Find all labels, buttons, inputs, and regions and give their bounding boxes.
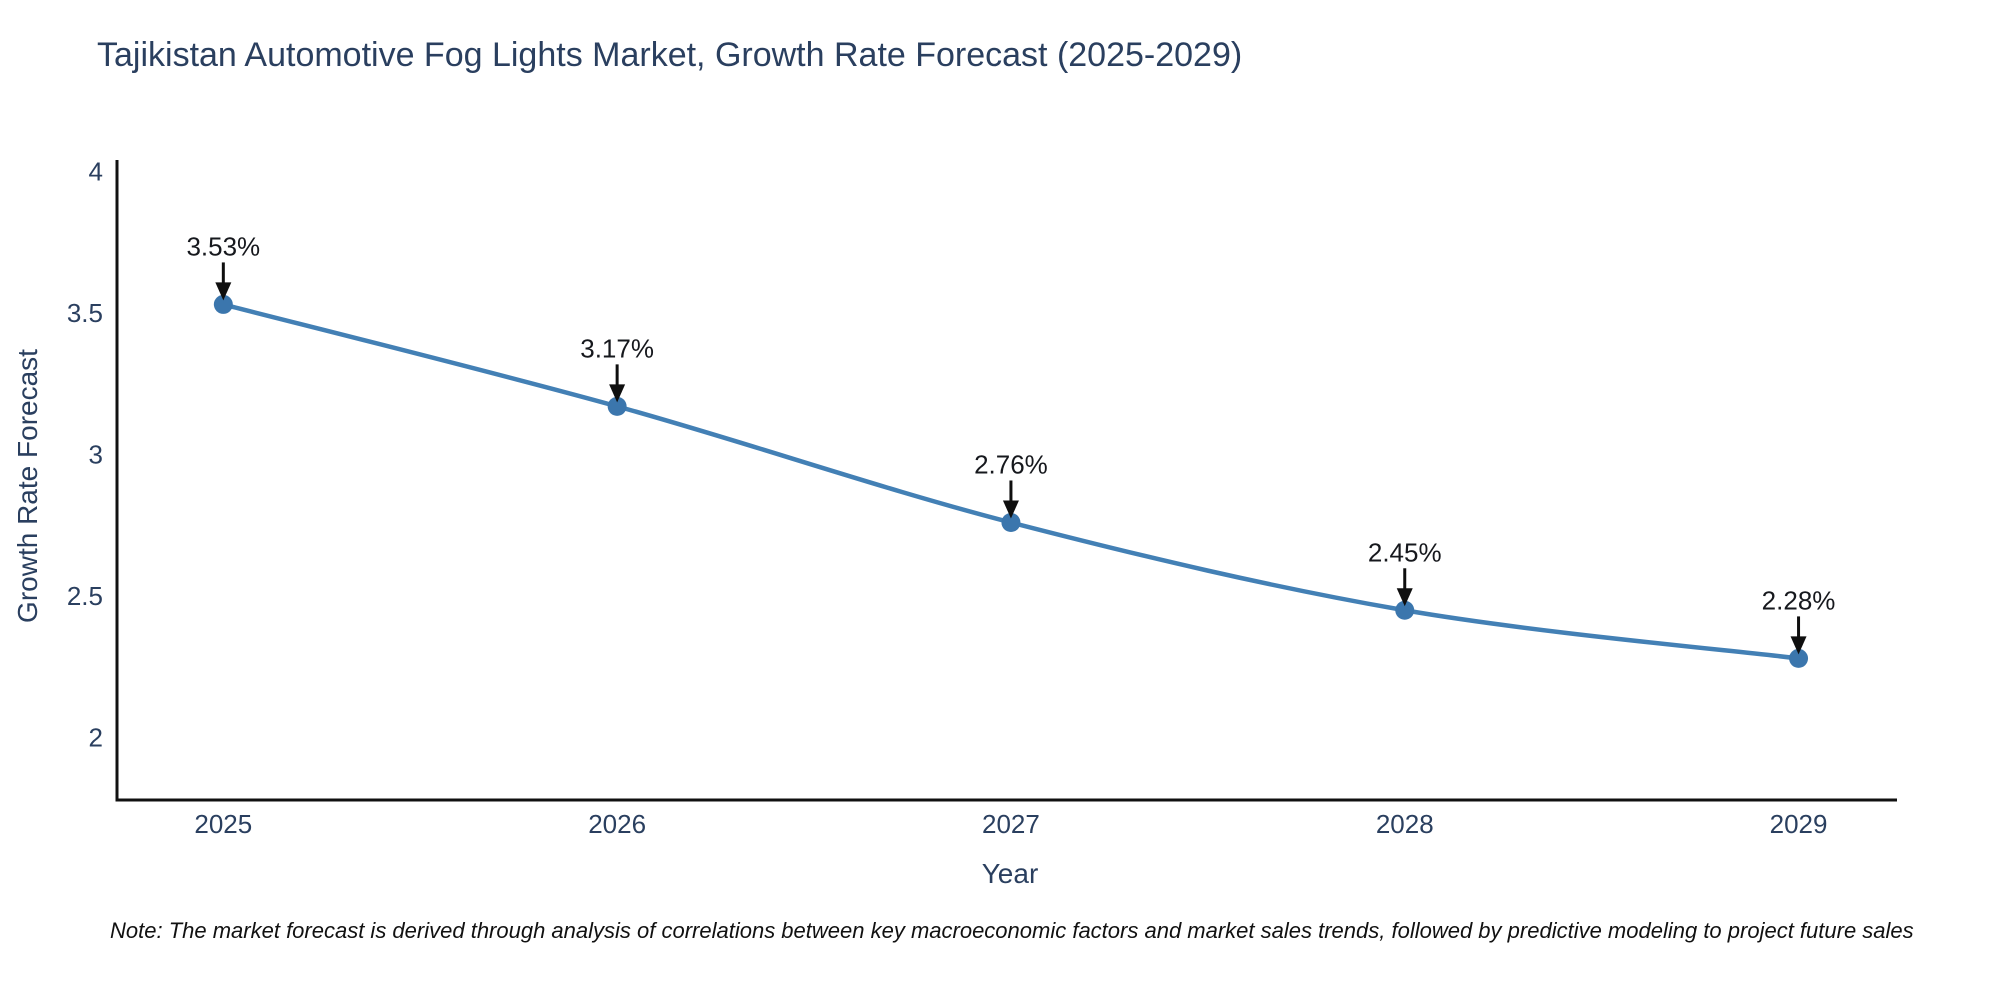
data-point-marker	[213, 294, 233, 314]
annotation-arrowhead	[1790, 636, 1807, 655]
data-point-marker	[1395, 600, 1415, 620]
x-axis-title: Year	[981, 858, 1039, 889]
annotation-label: 2.76%	[974, 449, 1048, 479]
x-tick-label: 2025	[194, 809, 252, 839]
x-tick-label: 2029	[1770, 809, 1828, 839]
y-tick-label: 4	[89, 156, 103, 186]
annotation-label: 2.28%	[1762, 585, 1836, 615]
y-tick-label: 3.5	[67, 298, 103, 328]
chart-title: Tajikistan Automotive Fog Lights Market,…	[97, 36, 1243, 74]
data-point-marker	[1001, 512, 1021, 532]
annotation-arrowhead	[609, 384, 626, 403]
footnote: Note: The market forecast is derived thr…	[110, 918, 1914, 943]
annotation-label: 2.45%	[1368, 537, 1442, 567]
annotation-arrowhead	[1396, 588, 1413, 607]
y-axis-title: Growth Rate Forecast	[12, 349, 43, 623]
y-tick-label: 3	[89, 440, 103, 470]
y-tick-label: 2.5	[67, 581, 103, 611]
x-tick-label: 2027	[982, 809, 1040, 839]
data-point-marker	[1789, 648, 1809, 668]
x-tick-label: 2026	[588, 809, 646, 839]
annotation-label: 3.17%	[580, 333, 654, 363]
data-point-marker	[607, 396, 627, 416]
x-tick-label: 2028	[1376, 809, 1434, 839]
y-tick-label: 2	[89, 723, 103, 753]
annotation-label: 3.53%	[186, 231, 260, 261]
annotation-arrowhead	[1002, 500, 1019, 519]
annotation-arrowhead	[215, 282, 232, 301]
